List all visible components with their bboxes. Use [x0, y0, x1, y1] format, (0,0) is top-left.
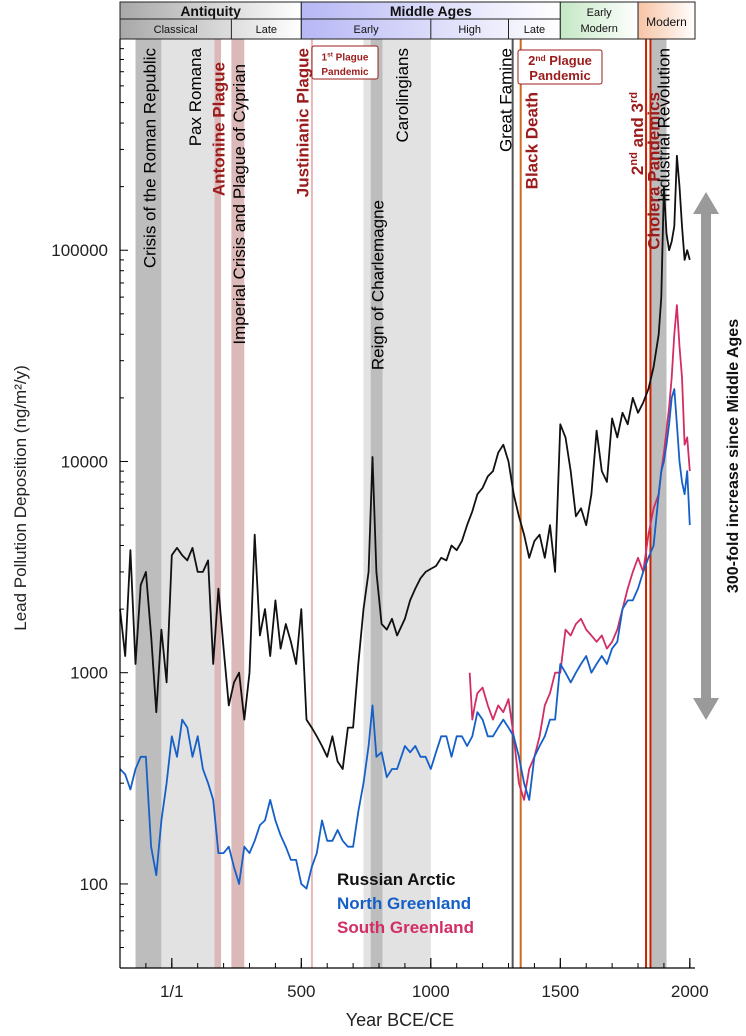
- period-label-modern: Modern: [646, 15, 687, 29]
- event-label-reign-of-charlemagne: Reign of Charlemagne: [368, 200, 387, 370]
- subperiod-label-early: Early: [354, 24, 380, 36]
- series-line-south-greenland: [468, 304, 691, 801]
- fold-increase-arrow: 300-fold increase since Middle Ages: [693, 192, 742, 720]
- shaded-band-1: [161, 39, 216, 968]
- period-label-early-modern: Early: [587, 7, 613, 19]
- period-header: Antiquity Classical Late Middle Ages Early Hi…: [119, 1, 696, 40]
- event-label-justinianic-plague: Justinianic Plague: [293, 48, 312, 197]
- x-tick-label-1-1: 1/1: [160, 982, 184, 1001]
- event-label-pax-romana: Pax Romana: [186, 47, 205, 146]
- plague-pandemic-box-2-line2: Pandemic: [529, 68, 590, 83]
- plague-pandemic-box-1-line1: 1st Plague: [322, 52, 369, 64]
- arrow-label: 300-fold increase since Middle Ages: [725, 319, 742, 593]
- period-label-antiquity: Antiquity: [180, 3, 241, 19]
- event-vertical-lines: [310, 39, 652, 968]
- cholera-prefix-label: 2nd and 3rd: [628, 92, 647, 175]
- legend-entry-north-greenland: North Greenland: [337, 894, 471, 913]
- y-tick-label-10000: 10000: [61, 452, 108, 471]
- period-antiquity: [119, 1, 302, 40]
- event-label-crisis-of-the-roman-republic: Crisis of the Roman Republic: [140, 48, 159, 269]
- axes: 100 1000 10000 100000 1/1 500 1000 1500 2000: [51, 39, 709, 1001]
- event-label-imperial-crisis-and-plague-of-cyprian: Imperial Crisis and Plague of Cyprian: [230, 64, 249, 345]
- y-axis-label: Lead Pollution Deposition (ng/m²/y): [11, 365, 30, 631]
- y-tick-label-100: 100: [80, 875, 108, 894]
- x-tick-label-500: 500: [287, 982, 315, 1001]
- x-tick-label-2000: 2000: [671, 982, 709, 1001]
- plague-pandemic-box-1: 1st Plague Pandemic: [311, 45, 379, 80]
- plague-pandemic-box-1-line2: Pandemic: [321, 67, 369, 78]
- series-lines: [119, 154, 691, 890]
- subperiod-label-late: Late: [256, 24, 277, 36]
- event-label-industrial-revolution: Industrial Revolution: [655, 48, 674, 202]
- series-line-russian-arctic: [119, 154, 691, 770]
- event-label-black-death: Black Death: [523, 92, 542, 189]
- x-axis-label: Year BCE/CE: [346, 1010, 454, 1030]
- event-label-cholera-pandemics: Cholera Pandemics: [644, 92, 663, 250]
- period-early-modern: [559, 1, 639, 40]
- period-modern: [637, 1, 696, 40]
- legend-entry-russian-arctic: Russian Arctic: [337, 870, 455, 889]
- double-arrow-icon: [693, 192, 719, 720]
- event-label-great-famine: Great Famine: [497, 48, 516, 152]
- legend: Russian Arctic North Greenland South Green…: [337, 870, 474, 937]
- subperiod-label-classical: Classical: [154, 24, 198, 36]
- plague-pandemic-box-2-line1: 2nd Plague: [528, 53, 592, 68]
- subperiod-label-late: Late: [524, 24, 545, 36]
- subperiod-label-high: High: [458, 24, 481, 36]
- series-line-north-greenland: [119, 388, 691, 890]
- event-label-antonine-plague: Antonine Plague: [210, 62, 229, 196]
- x-tick-label-1500: 1500: [541, 982, 579, 1001]
- shaded-band-2: [214, 39, 222, 968]
- legend-entry-south-greenland: South Greenland: [337, 918, 474, 937]
- y-tick-label-100000: 100000: [51, 241, 108, 260]
- shaded-band-3: [231, 39, 245, 968]
- period-label-early-modern-2: Modern: [581, 23, 618, 35]
- event-label-carolingians: Carolingians: [393, 48, 412, 143]
- shaded-band-6: [382, 39, 431, 968]
- event-labels: Crisis of the Roman Republic Pax Romana An…: [140, 45, 674, 370]
- x-tick-label-1000: 1000: [412, 982, 450, 1001]
- shaded-band-5: [370, 39, 383, 968]
- y-tick-label-1000: 1000: [70, 664, 108, 683]
- period-label-middle-ages: Middle Ages: [390, 3, 472, 19]
